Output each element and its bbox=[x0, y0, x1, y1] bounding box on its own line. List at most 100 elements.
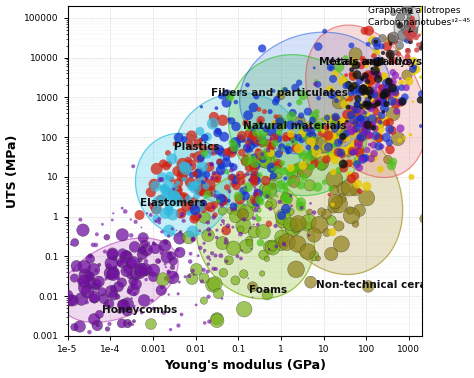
Point bbox=[356, 89, 364, 95]
Point bbox=[250, 153, 258, 160]
Point bbox=[164, 150, 172, 156]
Point bbox=[379, 35, 386, 41]
Point bbox=[165, 204, 173, 210]
Point bbox=[256, 155, 264, 161]
Point bbox=[433, 71, 440, 77]
Point bbox=[210, 214, 218, 220]
Point bbox=[314, 122, 321, 129]
Point bbox=[264, 193, 271, 199]
Y-axis label: UTS (MPa): UTS (MPa) bbox=[6, 134, 18, 208]
Point bbox=[403, 25, 411, 31]
Point bbox=[103, 234, 110, 240]
Point bbox=[366, 90, 374, 96]
Point bbox=[263, 158, 270, 164]
Point bbox=[374, 59, 381, 65]
Point bbox=[385, 90, 392, 96]
Point bbox=[203, 175, 210, 181]
Point bbox=[420, 41, 428, 47]
Point bbox=[372, 39, 380, 45]
Point bbox=[284, 150, 292, 156]
Point bbox=[342, 83, 349, 89]
Point bbox=[168, 253, 175, 259]
Point bbox=[389, 69, 397, 75]
Point bbox=[196, 245, 204, 251]
Point bbox=[295, 146, 302, 152]
Point bbox=[268, 143, 276, 149]
Point bbox=[377, 122, 385, 129]
Point bbox=[385, 36, 392, 42]
Point bbox=[118, 250, 126, 256]
Point bbox=[279, 146, 286, 152]
Point bbox=[82, 272, 89, 278]
Point bbox=[280, 87, 288, 93]
Point bbox=[218, 149, 226, 155]
Point bbox=[190, 236, 198, 242]
Point bbox=[202, 172, 210, 178]
Point bbox=[278, 150, 286, 156]
Point bbox=[128, 261, 136, 267]
Point bbox=[415, 33, 423, 39]
Point bbox=[351, 93, 358, 99]
Point bbox=[206, 231, 213, 237]
Point bbox=[129, 278, 137, 284]
Point bbox=[213, 234, 220, 240]
Point bbox=[374, 101, 381, 107]
Point bbox=[143, 210, 151, 216]
Point bbox=[320, 142, 328, 148]
Point bbox=[309, 150, 317, 156]
Point bbox=[249, 205, 257, 211]
Point bbox=[196, 178, 204, 184]
Point bbox=[370, 88, 378, 94]
Point bbox=[87, 253, 94, 259]
Point bbox=[258, 141, 266, 147]
Point bbox=[359, 86, 367, 92]
Point bbox=[342, 55, 349, 61]
Point bbox=[360, 58, 367, 64]
Point bbox=[322, 156, 330, 163]
Point bbox=[118, 320, 126, 326]
Point bbox=[370, 87, 377, 93]
Point bbox=[268, 165, 275, 171]
Point bbox=[375, 135, 383, 141]
Point bbox=[415, 42, 422, 48]
Point bbox=[246, 240, 253, 246]
Point bbox=[353, 161, 361, 167]
Point bbox=[86, 329, 93, 335]
Point bbox=[299, 163, 307, 169]
Point bbox=[313, 145, 320, 151]
Point bbox=[447, 60, 454, 66]
Point bbox=[237, 226, 245, 232]
Point bbox=[365, 96, 372, 102]
Point bbox=[200, 200, 208, 206]
Point bbox=[381, 96, 389, 102]
Point bbox=[203, 150, 210, 156]
Point bbox=[111, 256, 118, 262]
Point bbox=[62, 328, 69, 334]
Point bbox=[244, 184, 252, 190]
Point bbox=[310, 113, 318, 119]
Point bbox=[330, 187, 338, 193]
Point bbox=[358, 108, 365, 115]
Point bbox=[348, 212, 356, 218]
Point bbox=[344, 104, 352, 110]
Point bbox=[205, 226, 212, 232]
Point bbox=[386, 79, 394, 85]
Point bbox=[334, 125, 342, 131]
Point bbox=[169, 258, 177, 264]
Point bbox=[247, 143, 255, 149]
Point bbox=[373, 59, 381, 65]
Point bbox=[237, 256, 245, 262]
Point bbox=[375, 135, 383, 141]
Point bbox=[109, 217, 116, 223]
Point bbox=[244, 147, 252, 153]
Point bbox=[354, 181, 361, 187]
Point bbox=[252, 141, 259, 147]
Point bbox=[356, 117, 364, 123]
Point bbox=[365, 72, 373, 78]
Point bbox=[84, 274, 91, 280]
Point bbox=[158, 175, 166, 181]
Point bbox=[388, 36, 396, 42]
Point bbox=[256, 131, 264, 137]
Point bbox=[283, 196, 290, 202]
Point bbox=[207, 204, 214, 210]
